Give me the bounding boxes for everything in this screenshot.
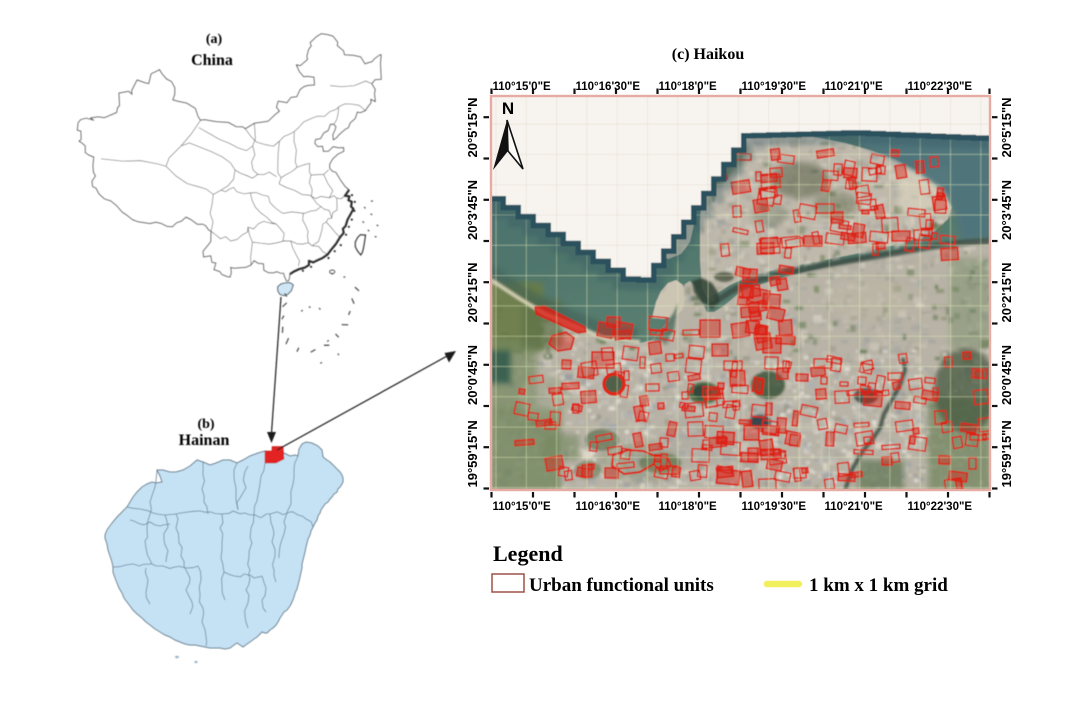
svg-text:Legend: Legend — [493, 541, 563, 566]
svg-text:20°5'15"N: 20°5'15"N — [999, 98, 1014, 158]
svg-text:20°3'45"N: 20°3'45"N — [465, 180, 480, 240]
svg-text:19°59'15"N: 19°59'15"N — [999, 420, 1014, 487]
svg-text:20°0'45"N: 20°0'45"N — [999, 345, 1014, 405]
svg-text:Urban functional units: Urban functional units — [529, 575, 714, 596]
svg-text:(a): (a) — [206, 32, 223, 47]
svg-text:20°5'15"N: 20°5'15"N — [465, 98, 480, 158]
svg-text:20°2'15"N: 20°2'15"N — [465, 263, 480, 323]
svg-text:Hainan: Hainan — [179, 432, 230, 449]
svg-text:(b): (b) — [197, 417, 214, 432]
svg-text:110°22'30"E: 110°22'30"E — [908, 501, 973, 513]
svg-text:110°21'0"E: 110°21'0"E — [825, 81, 884, 93]
svg-text:110°15'0"E: 110°15'0"E — [493, 501, 552, 513]
svg-text:110°16'30"E: 110°16'30"E — [576, 501, 641, 513]
svg-text:110°15'0"E: 110°15'0"E — [493, 81, 552, 93]
svg-text:20°2'15"N: 20°2'15"N — [999, 263, 1014, 323]
svg-text:110°19'30"E: 110°19'30"E — [742, 501, 807, 513]
svg-text:110°22'30"E: 110°22'30"E — [908, 81, 973, 93]
svg-text:110°19'30"E: 110°19'30"E — [742, 81, 807, 93]
svg-text:(c) Haikou: (c) Haikou — [672, 46, 745, 63]
svg-text:N: N — [502, 99, 514, 118]
svg-text:China: China — [191, 52, 233, 69]
svg-text:110°18'0"E: 110°18'0"E — [659, 501, 718, 513]
svg-text:1 km x 1 km grid: 1 km x 1 km grid — [809, 575, 948, 596]
svg-text:20°3'45"N: 20°3'45"N — [999, 180, 1014, 240]
svg-text:110°21'0"E: 110°21'0"E — [825, 501, 884, 513]
svg-text:110°18'0"E: 110°18'0"E — [659, 81, 718, 93]
svg-text:20°0'45"N: 20°0'45"N — [465, 345, 480, 405]
svg-text:110°16'30"E: 110°16'30"E — [576, 81, 641, 93]
svg-text:19°59'15"N: 19°59'15"N — [465, 420, 480, 487]
